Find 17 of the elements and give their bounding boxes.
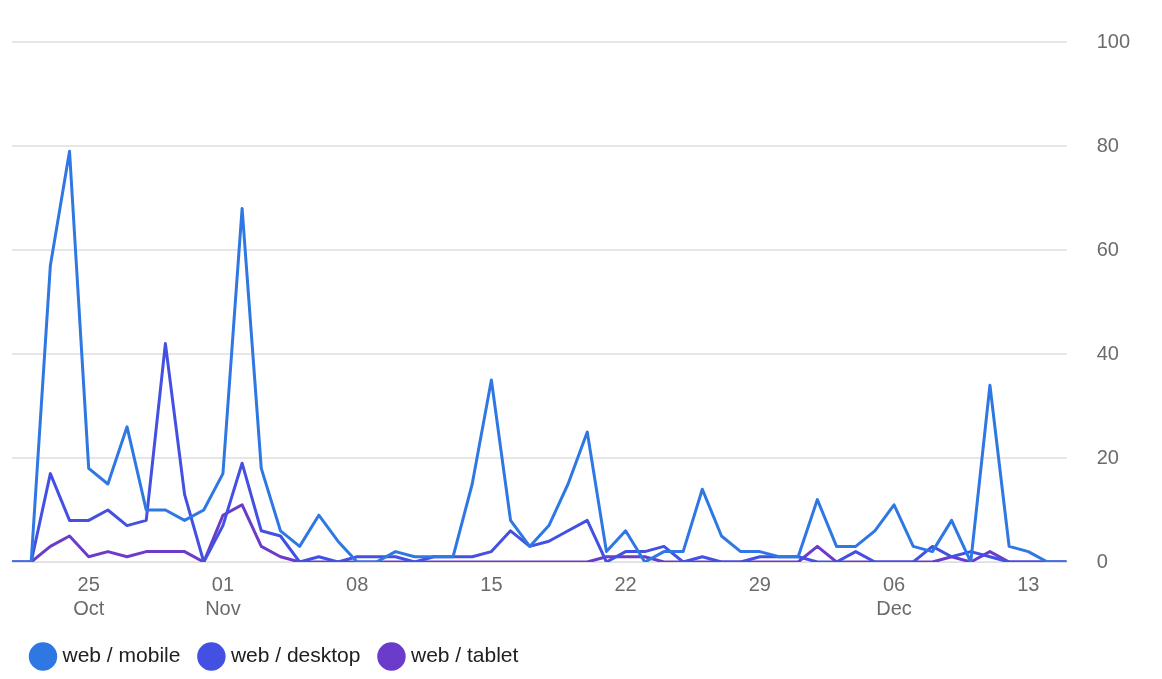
legend-label: web / tablet <box>409 643 519 667</box>
x-tick-label: 08 <box>346 572 369 595</box>
y-tick-label: 60 <box>1096 237 1119 260</box>
x-tick-label: 13 <box>1017 572 1040 595</box>
y-tick-label: 100 <box>1096 29 1131 52</box>
x-tick-label: 25 Oct <box>73 572 105 619</box>
x-tick-label: 22 <box>614 572 637 595</box>
legend-label: web / mobile <box>61 643 181 667</box>
legend-label: web / desktop <box>229 643 361 667</box>
x-tick-label: 01 Nov <box>205 572 241 619</box>
x-tick-label: 29 <box>748 572 771 595</box>
y-tick-label: 40 <box>1096 341 1119 364</box>
y-tick-label: 80 <box>1096 133 1119 156</box>
x-tick-label: 15 <box>480 572 503 595</box>
y-tick-label: 0 <box>1096 549 1108 572</box>
x-tick-label: 06 Dec <box>876 572 912 619</box>
y-tick-label: 20 <box>1096 445 1119 468</box>
